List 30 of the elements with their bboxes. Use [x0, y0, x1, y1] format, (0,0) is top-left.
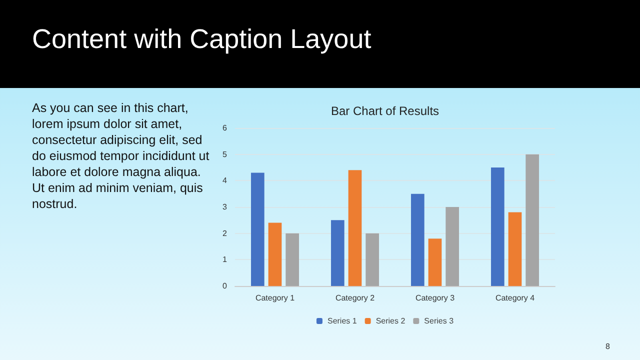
bar [331, 220, 344, 286]
y-tick-label: 4 [222, 176, 228, 186]
text: Content with Caption Layout [32, 24, 372, 55]
bar [348, 170, 362, 286]
y-tick-label: 5 [222, 150, 228, 159]
x-tick-label: Category 1 [255, 294, 296, 302]
bar [268, 222, 282, 286]
bar [286, 233, 299, 286]
bar [411, 194, 424, 286]
x-tick-label: Category 2 [335, 294, 376, 302]
x-tick-label: Category 3 [415, 294, 456, 302]
legend-label: Series 3 [424, 316, 454, 326]
bar [508, 212, 522, 286]
y-tick-label: 0 [222, 282, 228, 290]
bar [428, 238, 442, 286]
bar [366, 233, 379, 286]
x-tick-label: Category 4 [495, 294, 536, 302]
legend-label: Series 1 [327, 316, 358, 326]
bar [526, 154, 539, 286]
y-tick-label: 6 [222, 124, 228, 132]
text: As you can see in this chart, lorem ipsum dolor sit amet, consectetur adipiscing elit, sed do eiusmod tempor incididunt ut labore et dolore magna aliqua. Ut enim ad minim veniam, quis nostrud. [32, 100, 210, 212]
y-tick-label: 3 [222, 202, 228, 212]
bar [446, 207, 459, 286]
chart-title: Bar Chart of Results [330, 104, 440, 118]
y-tick-label: 2 [222, 228, 228, 238]
y-tick-label: 1 [222, 255, 228, 264]
legend-label: Series 2 [376, 316, 406, 326]
bar [251, 172, 264, 286]
text: 8 [606, 342, 610, 351]
bar [491, 168, 504, 286]
